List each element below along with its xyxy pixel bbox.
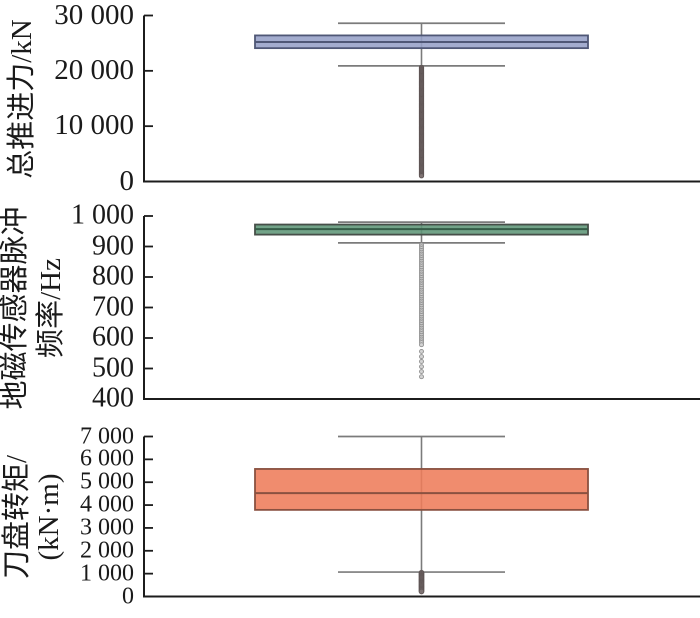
panel-geomagnetic-sensor-pulse-frequency (143, 215, 700, 400)
outliers (418, 64, 425, 179)
outlier-point (419, 354, 424, 360)
panel-cutterhead-torque (143, 435, 700, 598)
outliers (419, 242, 424, 380)
box (254, 468, 589, 511)
outlier-point (419, 342, 424, 348)
outlier-point (418, 173, 425, 179)
panel-total-thrust (143, 14, 700, 183)
outlier-point (419, 374, 424, 380)
outlier-point (419, 359, 424, 364)
outlier-point (419, 364, 424, 370)
outlier-point (419, 369, 424, 374)
outlier-point (418, 588, 425, 595)
outliers (418, 569, 425, 595)
outlier-point (419, 348, 424, 354)
